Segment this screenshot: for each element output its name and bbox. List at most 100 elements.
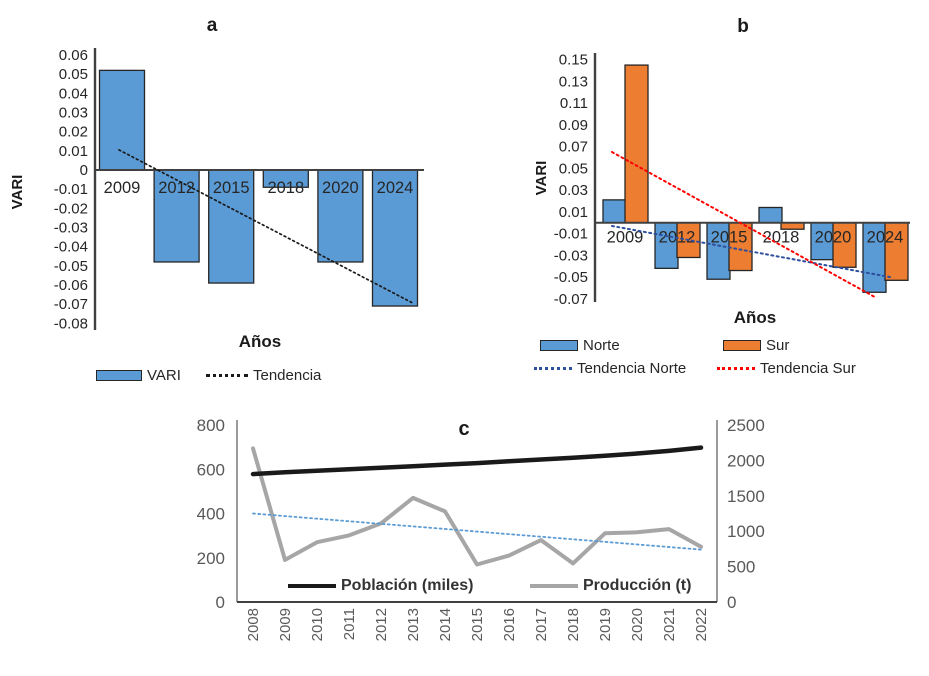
legend-label-vari: VARI [147,367,181,384]
legend-item-tendencia: Tendencia [206,367,321,384]
legend-item-vari: VARI [96,367,181,384]
left-tick-label: 200 [197,549,225,568]
x-tick-label: 2021 [661,608,678,641]
line-poblaci-n-miles- [250,445,704,477]
x-tick-label: 2018 [763,229,800,247]
bar-norte-2009 [602,199,627,224]
right-tick-label: 1000 [727,522,765,541]
tendencia-norte-dotted-swatch [534,367,572,370]
legend-item-tendencia-norte: Tendencia Norte [534,360,686,377]
sur-bar-swatch [723,340,761,351]
y-tick-label: 0.03 [59,105,88,122]
bar-sur-2009 [624,64,649,224]
legend-label-poblacion: Población (miles) [341,577,474,594]
chart-title: a [207,15,218,36]
legend-item-tendencia-sur: Tendencia Sur [717,360,856,377]
left-tick-label: 0 [216,593,225,612]
chart-b-plot: 2009201220152018202020240.150.130.110.09… [533,16,910,327]
y-tick-label: -0.06 [54,277,88,294]
legend-label-produccion: Producción (t) [583,577,692,594]
chart-a-plot: 2009 2012 2015 2018 2020 2024 0.06 0.05 0.04 0.03… [9,15,424,351]
y-tick-label: 0.09 [559,117,588,134]
y-tick-label: 0.01 [59,143,88,160]
y-tick-label: 0.01 [559,204,588,221]
x-tick-label: 2020 [815,229,852,247]
trendline-tendencia [118,149,414,305]
trendline-tendencia-norte [611,224,891,279]
legend-label-tendencia-norte: Tendencia Norte [577,360,687,377]
left-tick-label: 400 [197,505,225,524]
trendline-tendencia-sur [611,151,877,299]
left-tick-label: 600 [197,460,225,479]
x-tick-label: 2008 [245,608,262,641]
chart-b: 2009201220152018202020240.150.130.110.09… [470,0,929,395]
right-tick-label: 2500 [727,416,765,435]
tendencia-dotted-swatch [206,374,248,377]
x-tick-label: 2010 [309,608,326,641]
produccion-line-swatch [530,584,578,588]
y-tick-label: -0.01 [554,226,588,243]
chart-a: 2009 2012 2015 2018 2020 2024 0.06 0.05 0.04 0.03… [0,0,465,395]
legend-item-sur: Sur [723,337,789,354]
tendencia-sur-dotted-swatch [717,367,755,370]
y-tick-label: 0 [80,162,88,179]
y-tick-label: 0.15 [559,52,588,69]
right-tick-label: 2000 [727,451,765,470]
x-tick-label: 2022 [693,608,710,641]
x-tick-label: 2020 [629,608,646,641]
poblacion-line-swatch [288,584,336,588]
legend-label-tendencia-sur: Tendencia Sur [760,360,856,377]
y-tick-label: 0.05 [59,66,88,83]
x-tick-label: 2018 [267,179,304,197]
chart-c-plot: 0 200 400 600 800 0 500 1000 1500 2000 2500 2008 200… [197,416,765,641]
y-tick-label: 0.05 [559,160,588,177]
vari-bar-swatch [96,370,142,381]
x-tick-label: 2017 [533,608,550,641]
y-tick-label: -0.03 [54,219,88,236]
line-producci-n-t- [251,446,703,567]
y-tick-label: -0.07 [554,291,588,308]
chart-title: b [737,16,749,37]
x-tick-label: 2015 [213,179,250,197]
y-tick-label: -0.01 [54,181,88,198]
bar-vari-2012 [153,169,200,263]
norte-bar-swatch [540,340,578,351]
legend-label-tendencia: Tendencia [253,367,322,384]
chart-c: 0 200 400 600 800 0 500 1000 1500 2000 2500 2008 200… [170,395,800,676]
x-tick-label: 2016 [501,608,518,641]
x-tick-label: 2024 [867,229,904,247]
x-tick-label: 2009 [277,608,294,641]
x-tick-label: 2024 [377,179,414,197]
y-tick-label: 0.06 [59,47,88,64]
chart-title: c [458,418,469,440]
bar-vari-2015 [208,169,255,284]
right-tick-label: 1500 [727,487,765,506]
legend-label-norte: Norte [583,337,620,354]
x-tick-label: 2019 [597,608,614,641]
x-tick-label: 2009 [607,229,644,247]
right-tick-label: 500 [727,558,755,577]
y-tick-label: 0.07 [559,139,588,156]
x-tick-label: 2015 [711,229,748,247]
y-tick-label: -0.04 [54,239,88,256]
y-tick-label: 0.11 [560,95,588,112]
y-tick-label: -0.02 [54,200,88,217]
left-tick-label: 800 [197,416,225,435]
legend-item-produccion: Producción (t) [530,577,691,595]
y-axis-label: VARI [9,175,26,210]
y-tick-label: -0.07 [54,296,88,313]
x-tick-label: 2012 [373,608,390,641]
x-tick-label: 2013 [405,608,422,641]
bar-vari-2024 [371,169,419,307]
x-tick-label: 2018 [565,608,582,641]
y-tick-label: -0.05 [554,269,588,286]
legend-item-poblacion: Población (miles) [288,577,473,595]
x-tick-label: 2011 [341,608,358,640]
x-axis-label: Años [734,308,777,327]
legend-item-norte: Norte [540,337,620,354]
bar-vari-2009 [98,69,146,171]
bar-norte-2018 [758,206,783,224]
y-tick-label: -0.05 [54,258,88,275]
x-tick-label: 2014 [437,608,454,641]
y-tick-label: 0.03 [559,182,588,199]
